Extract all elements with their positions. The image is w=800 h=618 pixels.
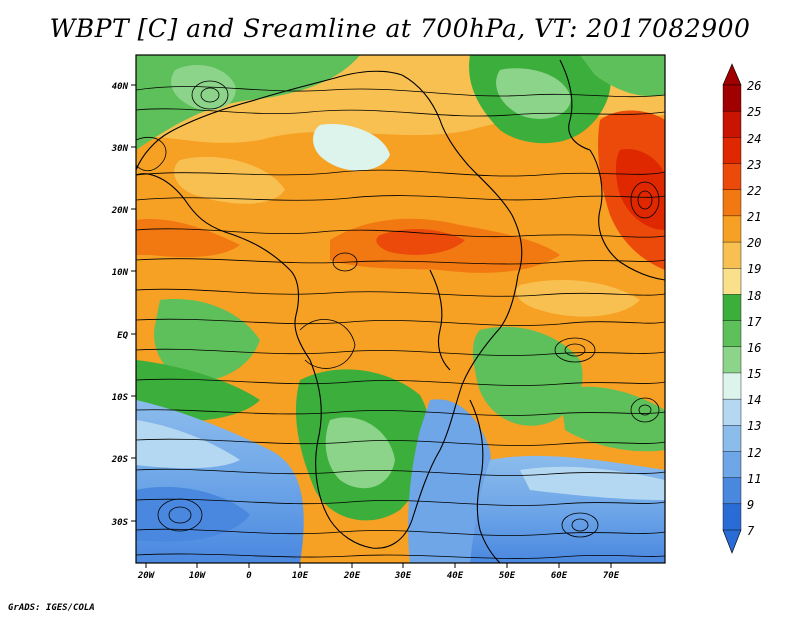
colorbar-cell (722, 372, 742, 400)
colorbar-label: 24 (747, 132, 761, 146)
colorbar-cell (722, 477, 742, 505)
colorbar-label: 16 (747, 341, 761, 355)
lon-tick-label: 40E (447, 571, 464, 581)
colorbar-label: 17 (747, 315, 762, 329)
lat-tick-label: 10S (112, 393, 129, 403)
colorbar-label: 11 (747, 472, 761, 486)
colorbar-top-arrow (722, 63, 742, 86)
colorbar-label: 19 (747, 262, 761, 276)
colorbar-label: 7 (747, 524, 755, 538)
lon-tick-label: 60E (551, 571, 568, 581)
colorbar-label: 14 (747, 393, 761, 407)
colorbar-cell (722, 137, 742, 165)
lat-tick-label: EQ (117, 331, 128, 341)
lon-tick-label: 30E (394, 571, 412, 581)
colorbar-label: 23 (747, 158, 761, 172)
lat-tick-label: 10N (112, 268, 129, 278)
coastlines (136, 59, 665, 563)
colorbar-label: 20 (747, 236, 761, 250)
colorbar-cell (722, 346, 742, 374)
wbpt-field (136, 55, 665, 563)
colorbar-label: 15 (747, 367, 761, 381)
colorbar-cell (722, 110, 742, 138)
colorbar-cell (722, 241, 742, 269)
colorbar-cell (722, 451, 742, 479)
colorbar-cell (722, 215, 742, 243)
colorbar-cell (722, 189, 742, 217)
lon-tick-label: 20E (343, 571, 361, 581)
credit-text: GrADS: IGES/COLA (8, 603, 95, 613)
colorbar-label: 13 (747, 419, 761, 433)
tick-marks (131, 84, 612, 568)
colorbar-cells (722, 84, 742, 531)
lat-tick-label: 20S (111, 455, 129, 465)
colorbar-label: 22 (747, 184, 761, 198)
colorbar-cell (722, 84, 742, 112)
lon-tick-label: 50E (499, 571, 516, 581)
plot-frame (135, 54, 666, 564)
lon-tick-labels: 20W 10W 0 10E 20E 30E 40E 50E 60E 70E (137, 571, 620, 581)
lon-tick-label: 10W (189, 571, 207, 581)
lat-tick-labels: 40N 30N 20N 10N EQ 10S 20S 30S (111, 82, 129, 528)
colorbar-bottom-arrow (722, 529, 742, 554)
lon-tick-label: 0 (246, 571, 252, 581)
lon-tick-label: 70E (603, 571, 620, 581)
colorbar-label: 9 (747, 498, 754, 512)
colorbar: 26 25 24 23 22 21 20 19 18 17 16 15 14 1… (722, 63, 762, 554)
colorbar-label: 26 (747, 79, 761, 93)
lat-tick-label: 30N (111, 144, 129, 154)
streamlines (136, 80, 665, 559)
colorbar-cell (722, 294, 742, 322)
colorbar-label: 18 (747, 289, 761, 303)
lon-tick-label: 20W (137, 571, 156, 581)
colorbar-label: 12 (747, 446, 761, 460)
colorbar-cell (722, 268, 742, 295)
colorbar-cell (722, 398, 742, 426)
colorbar-label: 25 (747, 105, 761, 119)
colorbar-cell (722, 320, 742, 348)
colorbar-cell (722, 425, 742, 452)
lat-tick-label: 30S (111, 518, 129, 528)
lat-tick-label: 20N (111, 206, 129, 216)
chart-title: WBPT [C] and Sreamline at 700hPa, VT: 20… (49, 14, 751, 43)
colorbar-cell (722, 163, 742, 191)
lon-tick-label: 10E (292, 571, 309, 581)
colorbar-label: 21 (747, 210, 761, 224)
lat-tick-label: 40N (112, 82, 129, 92)
colorbar-cell (722, 503, 742, 531)
